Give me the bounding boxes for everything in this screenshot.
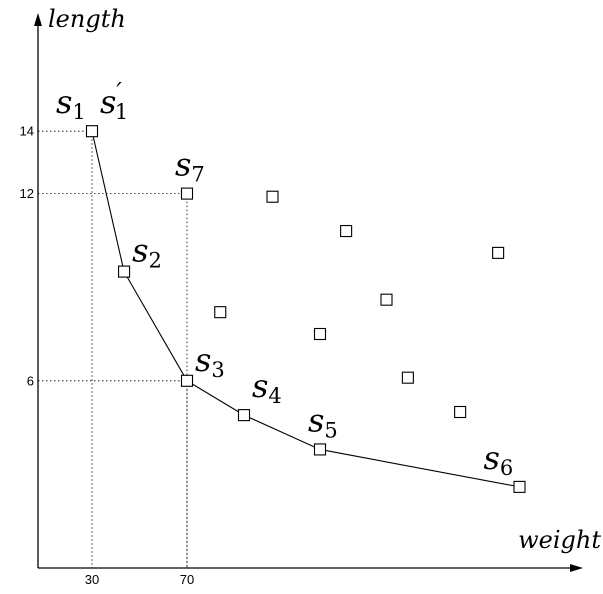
y-tick-label: 14 <box>20 124 34 139</box>
point-marker-p14 <box>401 371 414 384</box>
point-marker-s5 <box>313 443 327 456</box>
point-marker-s6 <box>513 480 526 493</box>
label-s3: s3 <box>195 341 225 382</box>
point-labels: s1 s′ 1 s2 s3 s4 s5 s6 s7 <box>56 78 513 480</box>
x-axis-arrowhead <box>570 564 583 572</box>
y-axis-title: length <box>48 5 126 33</box>
label-s7: s7 <box>175 146 205 187</box>
point-marker-p13 <box>492 246 505 259</box>
point-marker-s3 <box>180 374 194 387</box>
label-s6: s6 <box>484 439 514 480</box>
point-marker-p9 <box>340 224 353 238</box>
x-tick-label: 30 <box>85 572 99 587</box>
point-marker-s4 <box>237 409 251 422</box>
x-tick-label: 70 <box>180 572 194 587</box>
pareto-frontier-line <box>91 131 520 488</box>
label-s4: s4 <box>252 367 282 408</box>
point-marker-p8 <box>266 190 279 203</box>
x-axis-title: weight <box>518 526 601 554</box>
point-marker-s2 <box>118 265 131 278</box>
y-axis-arrowhead <box>34 13 42 26</box>
point-markers <box>85 125 526 493</box>
axes: length weight <box>34 5 601 572</box>
point-marker-s1 <box>85 125 99 138</box>
label-s1: s1 <box>56 83 86 124</box>
point-marker-p12 <box>380 293 393 306</box>
y-tick-label: 12 <box>20 186 34 201</box>
guide-lines <box>38 130 188 568</box>
label-s5: s5 <box>308 401 338 442</box>
label-s2: s2 <box>132 232 162 273</box>
point-marker-p15 <box>454 405 467 419</box>
tick-labels: 14 12 6 30 70 <box>20 124 195 587</box>
point-marker-p10 <box>214 306 227 319</box>
point-marker-s7 <box>180 187 194 200</box>
label-s1-prime: s′ 1 <box>100 78 128 124</box>
point-marker-p11 <box>313 327 327 341</box>
y-tick-label: 6 <box>27 373 34 388</box>
